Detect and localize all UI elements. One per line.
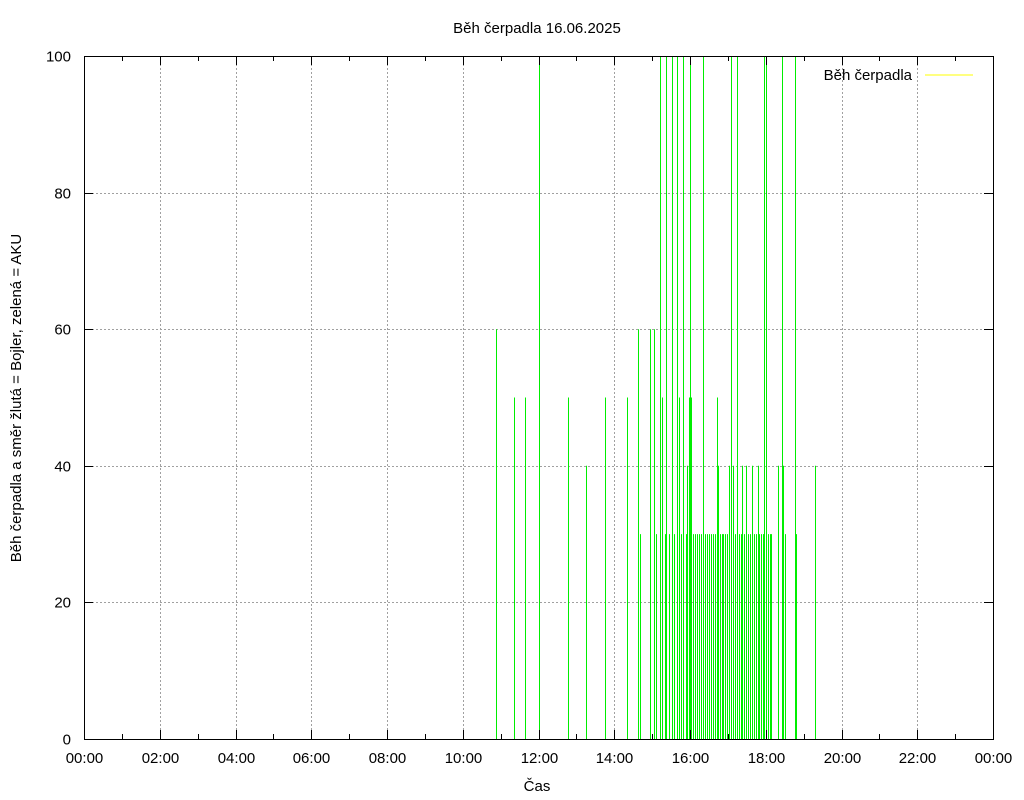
y-tick-label: 80 (54, 186, 71, 203)
x-tick-label: 06:00 (293, 750, 331, 767)
x-tick-label: 10:00 (445, 750, 483, 767)
x-tick-label: 04:00 (218, 750, 256, 767)
x-tick-label: 16:00 (672, 750, 710, 767)
x-tick-label: 00:00 (66, 750, 104, 767)
y-tick-label: 0 (63, 732, 71, 749)
y-tick-label: 20 (54, 595, 71, 612)
x-tick-label: 14:00 (596, 750, 634, 767)
x-tick-label: 08:00 (369, 750, 407, 767)
y-tick-label: 100 (46, 49, 71, 66)
x-tick-label: 12:00 (521, 750, 559, 767)
x-tick-label: 20:00 (824, 750, 862, 767)
legend: Běh čerpadla (824, 67, 973, 84)
x-tick-label: 22:00 (899, 750, 937, 767)
y-axis-label: Běh čerpadla a směr žlutá = Bojler, zele… (8, 234, 25, 563)
x-tick-label: 18:00 (748, 750, 786, 767)
grid (84, 56, 993, 739)
y-tick-label: 40 (54, 459, 71, 476)
axis-ticks (84, 56, 994, 740)
y-tick-label: 60 (54, 322, 71, 339)
x-tick-label: 00:00 (975, 750, 1013, 767)
chart-title: Běh čerpadla 16.06.2025 (453, 20, 621, 37)
legend-label: Běh čerpadla (824, 67, 913, 84)
x-tick-label: 02:00 (142, 750, 180, 767)
tick-labels: 00:00 02:00 04:00 06:00 08:00 10:00 12:00 14:00… (46, 49, 1012, 768)
pump-series (496, 56, 816, 739)
x-axis-label: Čas (524, 778, 551, 795)
